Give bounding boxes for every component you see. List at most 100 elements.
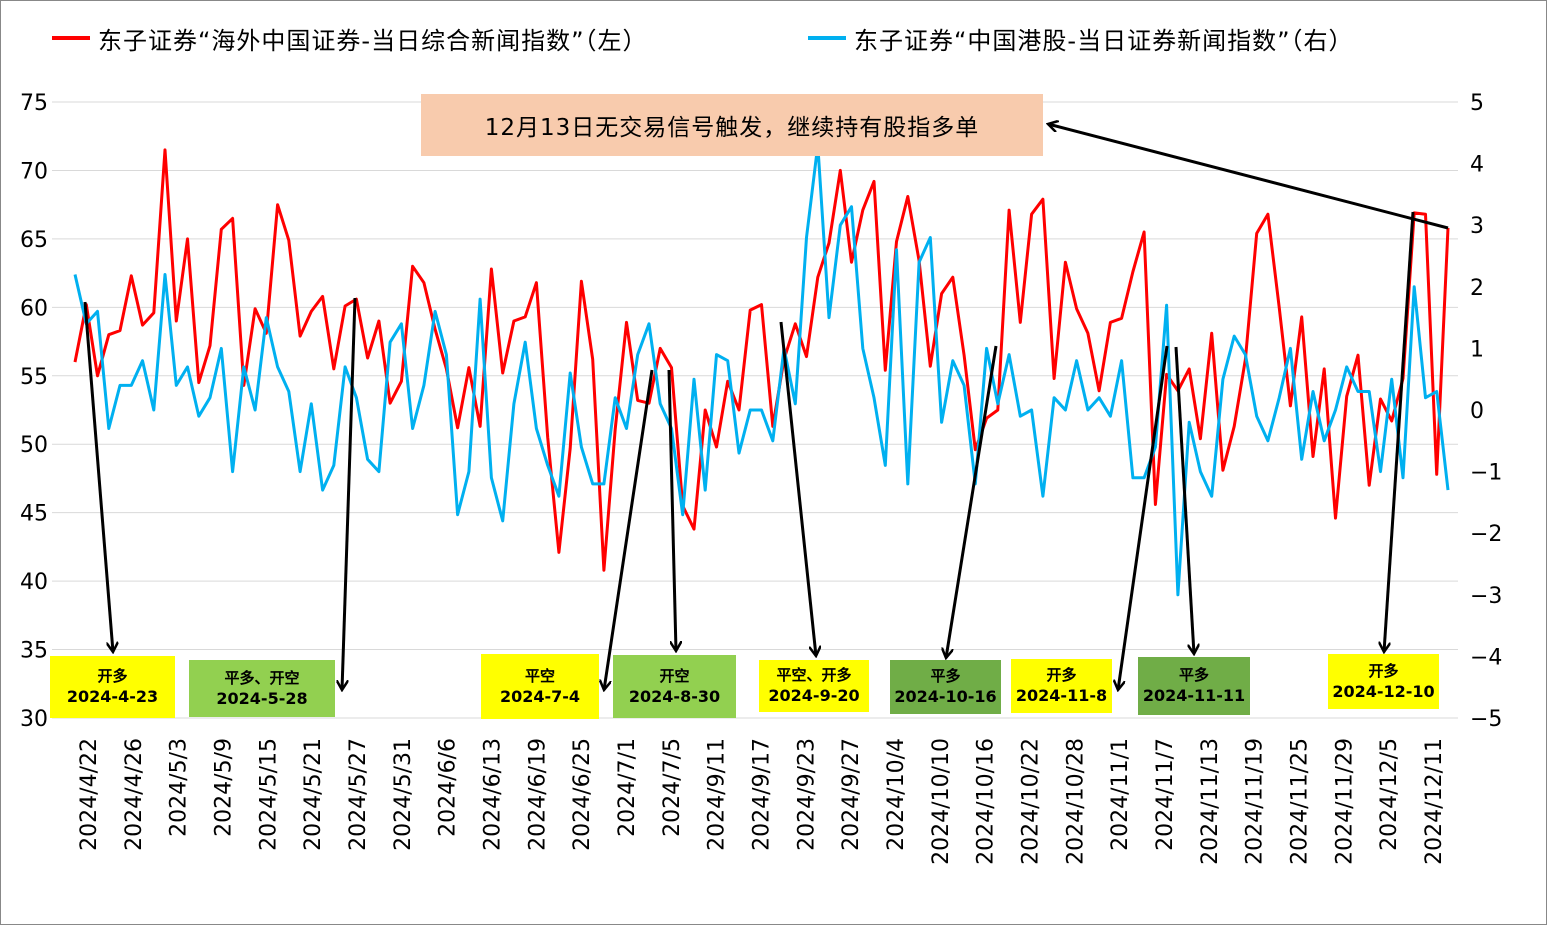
signal-box-5: 平空、开多 2024-9-20	[759, 660, 869, 712]
left-tick-label: 30	[20, 707, 48, 732]
signal-date: 2024-12-10	[1332, 681, 1435, 701]
signal-action: 平多	[930, 667, 961, 686]
signal-date: 2024-9-20	[768, 686, 860, 706]
x-tick-label: 2024/12/11	[1422, 738, 1447, 865]
series-right-line	[73, 143, 1450, 597]
legend-right-label: 东子证券“中国港股-当日证券新闻指数”（右）	[854, 26, 1354, 55]
signal-action: 平空、开多	[776, 666, 852, 685]
signal-arrow	[604, 369, 654, 690]
signal-arrow	[83, 301, 113, 652]
right-tick-label: 2	[1470, 276, 1484, 301]
right-tick-label: −4	[1470, 645, 1502, 670]
series-left-line	[73, 148, 1450, 572]
x-tick-label: 2024/10/4	[884, 738, 909, 851]
signal-box-2: 平多、开空 2024-5-28	[189, 660, 335, 717]
left-tick-label: 50	[20, 433, 48, 458]
x-tick-label: 2024/11/13	[1198, 738, 1223, 865]
legend-right-series: 东子证券“中国港股-当日证券新闻指数”（右）	[808, 20, 1354, 56]
legend-red-swatch	[52, 36, 90, 40]
right-tick-label: 3	[1470, 214, 1484, 239]
x-tick-label: 2024/5/9	[212, 738, 237, 837]
signal-date: 2024-8-30	[628, 686, 721, 706]
signal-action: 平多、开空	[224, 668, 300, 687]
x-tick-label: 2024/6/13	[481, 738, 506, 851]
x-tick-label: 2024/10/10	[929, 738, 954, 865]
signal-date: 2024-7-4	[499, 686, 581, 706]
x-tick-label: 2024/11/25	[1288, 738, 1313, 865]
x-tick-label: 2024/6/19	[525, 738, 550, 851]
signal-arrow	[779, 321, 816, 656]
right-tick-label: 0	[1470, 399, 1484, 424]
signal-action: 开多	[1046, 666, 1077, 685]
x-tick-label: 2024/5/31	[391, 738, 416, 851]
right-tick-label: 4	[1470, 153, 1484, 178]
x-tick-label: 2024/5/15	[256, 738, 281, 851]
signal-date: 2024-4-23	[66, 687, 159, 707]
signal-box-3: 平空 2024-7-4	[481, 654, 599, 719]
left-tick-label: 40	[20, 570, 48, 595]
right-axis-ticks: −5 −4 −3 −2 −1 0 1 2 3 4 5	[1470, 91, 1502, 732]
left-tick-label: 70	[20, 159, 48, 184]
x-tick-label: 2024/6/25	[570, 738, 595, 851]
x-tick-label: 2024/5/27	[346, 738, 371, 851]
signal-date: 2024-5-28	[216, 688, 308, 708]
x-tick-label: 2024/9/23	[794, 738, 819, 851]
signal-action: 开多	[1368, 661, 1399, 680]
right-tick-label: −2	[1470, 522, 1502, 547]
x-tick-label: 2024/11/19	[1243, 738, 1268, 865]
signal-box-6: 平多 2024-10-16	[890, 660, 1001, 714]
left-tick-label: 45	[20, 502, 48, 527]
legend-blue-swatch	[808, 36, 846, 40]
right-tick-label: −3	[1470, 584, 1502, 609]
x-tick-label: 2024/7/1	[615, 738, 640, 837]
signal-box-9: 开多 2024-12-10	[1328, 654, 1439, 709]
x-tick-label: 2024/7/5	[660, 738, 685, 837]
right-tick-label: −5	[1470, 707, 1502, 732]
signal-date: 2024-10-16	[894, 687, 997, 707]
signal-arrow	[1048, 124, 1449, 230]
callout-text: 12月13日无交易信号触发，继续持有股指多单	[484, 115, 980, 141]
right-tick-label: −1	[1470, 461, 1502, 486]
signal-box-8: 平多 2024-11-11	[1138, 657, 1250, 715]
series-lines	[73, 143, 1450, 597]
left-tick-label: 75	[20, 91, 48, 116]
x-tick-label: 2024/10/16	[974, 738, 999, 865]
x-tick-label: 2024/10/22	[1019, 738, 1044, 865]
left-tick-label: 55	[20, 365, 48, 390]
legend-left-series: 东子证券“海外中国证券-当日综合新闻指数”（左）	[52, 20, 648, 56]
signal-box-4: 开空 2024-8-30	[613, 655, 736, 718]
left-tick-label: 35	[20, 639, 48, 664]
x-axis-ticks: 2024/4/22 2024/4/26 2024/5/3 2024/5/9 2024/5…	[77, 738, 1447, 865]
x-tick-label: 2024/11/7	[1153, 738, 1178, 851]
signal-arrow	[667, 369, 676, 651]
x-tick-label: 2024/11/29	[1332, 738, 1357, 865]
x-tick-label: 2024/5/3	[167, 738, 192, 837]
signal-action: 平空	[524, 666, 555, 685]
x-tick-label: 2024/11/1	[1108, 738, 1133, 851]
signal-action: 平多	[1178, 666, 1209, 685]
left-tick-label: 65	[20, 228, 48, 253]
signal-arrow	[1118, 345, 1169, 690]
right-tick-label: 1	[1470, 337, 1484, 362]
signal-arrows	[83, 124, 1449, 690]
left-axis-ticks: 30 35 40 45 50 55 60 65 70 75	[20, 91, 48, 732]
signal-arrow	[946, 345, 998, 658]
right-tick-label: 5	[1470, 91, 1484, 116]
signal-arrow	[1384, 211, 1415, 652]
x-tick-label: 2024/4/26	[122, 738, 147, 851]
signal-arrow	[1174, 346, 1194, 654]
signal-box-1: 开多 2024-4-23	[50, 656, 175, 718]
signal-date: 2024-11-11	[1142, 686, 1246, 706]
x-tick-label: 2024/6/6	[436, 738, 461, 837]
x-tick-label: 2024/9/11	[705, 738, 730, 851]
x-tick-label: 2024/9/27	[839, 738, 864, 851]
x-tick-label: 2024/10/28	[1063, 738, 1088, 865]
x-tick-label: 2024/9/17	[750, 738, 775, 851]
no-signal-callout: 12月13日无交易信号触发，继续持有股指多单	[421, 94, 1043, 156]
signal-action: 开空	[659, 666, 690, 685]
x-tick-label: 2024/12/5	[1377, 738, 1402, 851]
left-tick-label: 60	[20, 296, 48, 321]
signal-date: 2024-11-8	[1015, 686, 1108, 706]
signal-box-7: 开多 2024-11-8	[1011, 659, 1112, 713]
